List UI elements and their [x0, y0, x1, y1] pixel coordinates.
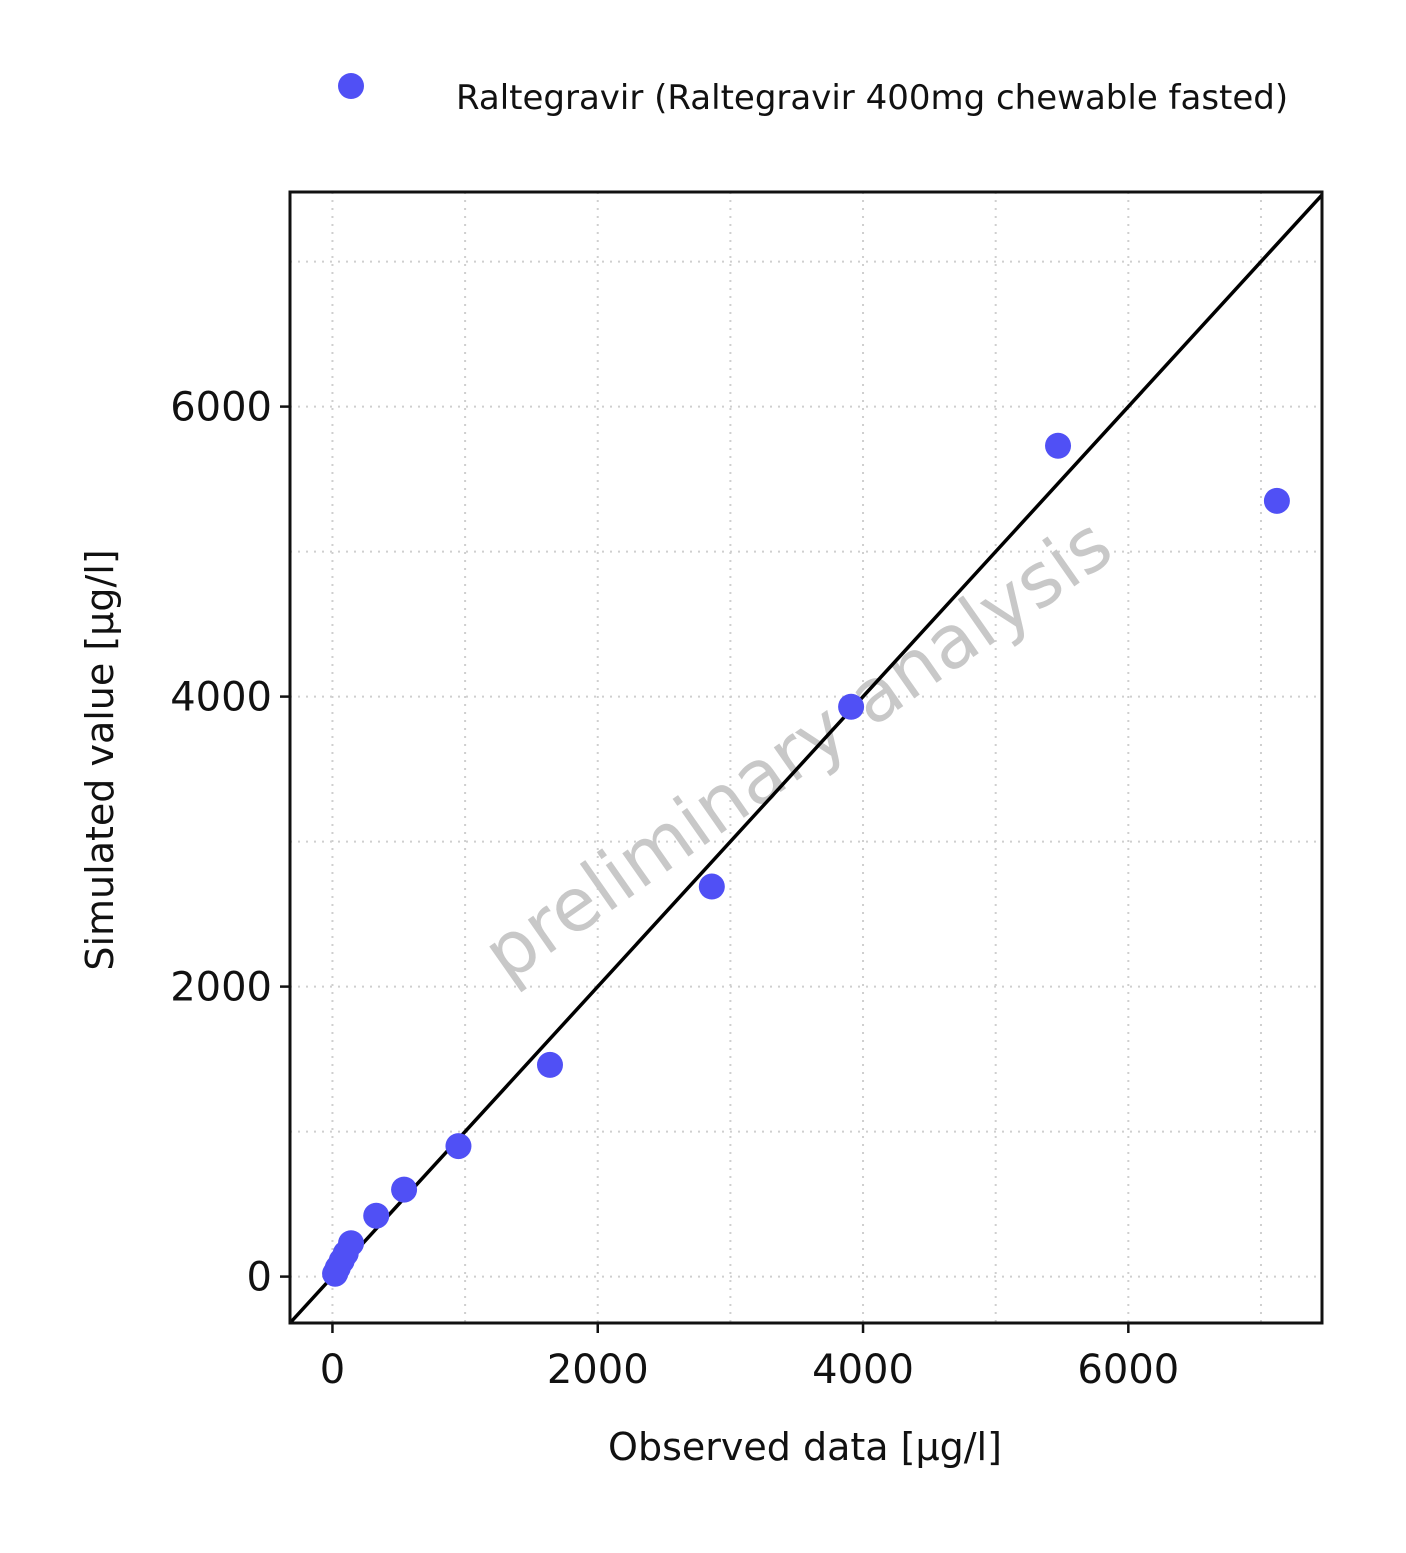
identity-line	[288, 193, 1324, 1325]
data-point	[536, 1051, 563, 1078]
y-tick-label: 0	[247, 1255, 272, 1301]
data-point	[363, 1202, 390, 1229]
y-axis-ticks: 0 2000 4000 6000	[170, 385, 290, 1301]
x-tick-label: 0	[320, 1347, 345, 1393]
data-point	[838, 693, 865, 720]
watermark-text: preliminary analysis	[468, 501, 1127, 999]
y-tick-label: 4000	[170, 675, 272, 721]
y-axis-title: Simulated value [µg/l]	[78, 549, 122, 970]
data-point	[1263, 487, 1290, 514]
legend-label: Raltegravir (Raltegravir 400mg chewable …	[456, 78, 1288, 118]
x-axis-title: Observed data [µg/l]	[608, 1425, 1002, 1469]
plot-frame	[288, 190, 1324, 1325]
x-axis-ticks: 0 2000 4000 6000	[320, 1323, 1179, 1393]
y-tick-label: 6000	[170, 385, 272, 431]
legend: Raltegravir (Raltegravir 400mg chewable …	[338, 73, 1288, 118]
legend-marker	[338, 73, 364, 99]
data-point	[338, 1230, 365, 1257]
data-point	[445, 1133, 472, 1160]
data-point	[1045, 432, 1072, 459]
data-point	[698, 873, 725, 900]
x-tick-label: 6000	[1077, 1347, 1179, 1393]
y-tick-label: 2000	[170, 965, 272, 1011]
x-tick-label: 4000	[812, 1347, 914, 1393]
data-point	[391, 1176, 418, 1203]
data-points	[322, 432, 1290, 1287]
x-tick-label: 2000	[547, 1347, 649, 1393]
